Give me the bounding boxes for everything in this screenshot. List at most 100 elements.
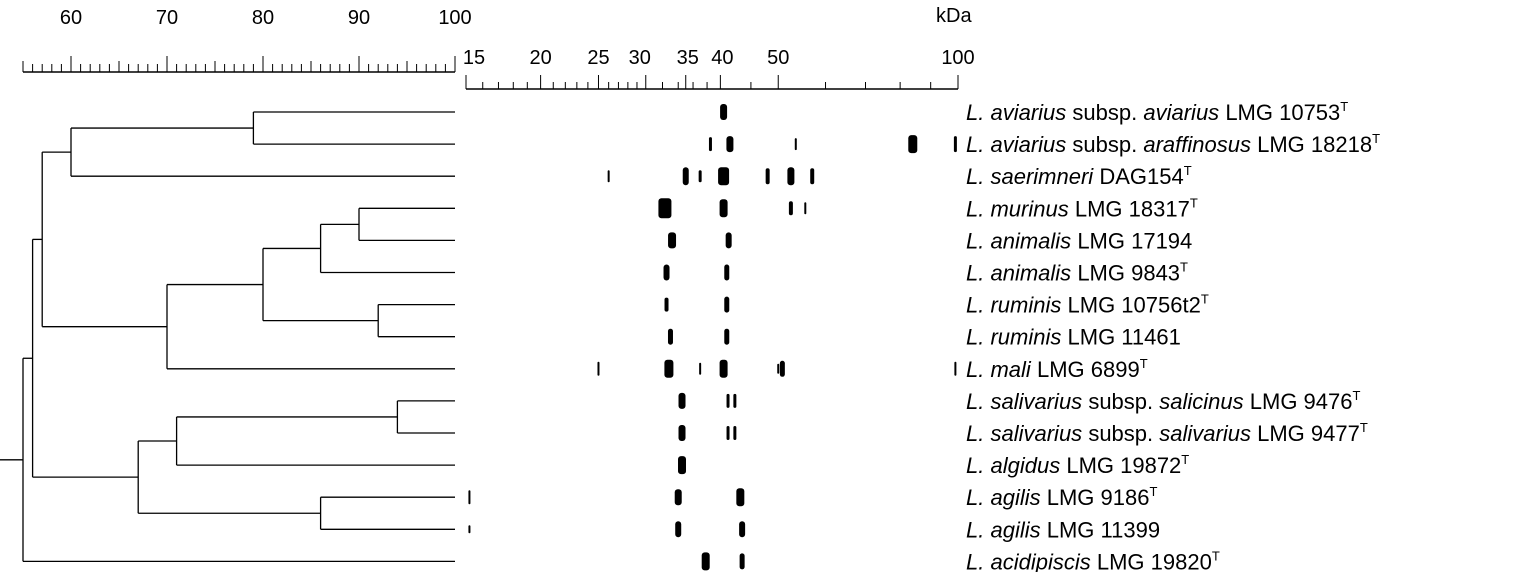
- strain-label-part: LMG 10753: [1225, 100, 1340, 125]
- protein-band: [597, 361, 600, 376]
- protein-band: [953, 136, 957, 153]
- strain-label-part: T: [1180, 260, 1188, 275]
- strain-label-part: LMG 9843: [1077, 261, 1180, 286]
- strain-label-part: T: [1372, 131, 1380, 146]
- strain-label-part: T: [1149, 484, 1157, 499]
- protein-band: [726, 393, 730, 408]
- strain-label-part: DAG154: [1099, 164, 1183, 189]
- protein-band: [719, 359, 728, 378]
- strain-label-part: subsp.: [1088, 421, 1153, 446]
- strain-label-part: L.: [966, 228, 984, 253]
- strain-label: L. salivarius subsp. salicinus LMG 9476T: [966, 388, 1361, 414]
- strain-label-part: L.: [966, 325, 984, 350]
- protein-band: [699, 362, 702, 375]
- strain-label-part: murinus: [990, 196, 1068, 221]
- similarity-tick-label: 90: [348, 7, 370, 29]
- strain-label-part: LMG 11399: [1047, 517, 1160, 542]
- similarity-tick-label: 60: [60, 7, 82, 29]
- strain-label: L. algidus LMG 19872T: [966, 452, 1189, 478]
- protein-band: [658, 198, 672, 219]
- strain-label-part: salivarius: [990, 421, 1082, 446]
- strain-label-part: salivarius: [990, 389, 1082, 414]
- protein-band: [668, 232, 677, 249]
- protein-band: [788, 201, 793, 216]
- protein-band: [765, 168, 770, 185]
- strain-label-part: LMG 9186: [1047, 485, 1150, 510]
- strain-label-part: agilis: [990, 485, 1040, 510]
- protein-band: [779, 360, 785, 377]
- strain-label-part: LMG 9476: [1250, 389, 1353, 414]
- protein-band: [724, 328, 730, 345]
- protein-band: [954, 361, 957, 376]
- strain-label-part: L.: [966, 132, 984, 157]
- mass-tick-label: 25: [587, 47, 609, 69]
- protein-band-patterns: [468, 104, 957, 571]
- protein-band: [698, 170, 702, 183]
- strain-label: L. murinus LMG 18317T: [966, 195, 1198, 221]
- protein-band: [701, 552, 710, 571]
- strain-label-part: L.: [966, 549, 984, 572]
- strain-label-part: LMG 18317: [1075, 196, 1190, 221]
- strain-label-part: T: [1212, 548, 1220, 563]
- strain-label-part: subsp.: [1088, 389, 1153, 414]
- protein-band: [724, 296, 730, 313]
- protein-band: [724, 264, 730, 281]
- protein-band: [777, 363, 780, 374]
- protein-band: [720, 104, 728, 120]
- protein-band: [663, 264, 670, 281]
- strain-label-part: mali: [990, 357, 1031, 382]
- strain-label-part: saerimneri: [990, 164, 1094, 189]
- strain-label-part: T: [1190, 195, 1198, 210]
- protein-band: [667, 328, 673, 345]
- strain-label-part: T: [1340, 99, 1348, 114]
- protein-band: [794, 138, 797, 151]
- strain-label-part: animalis: [990, 261, 1071, 286]
- strain-label-part: agilis: [990, 517, 1040, 542]
- strain-label: L. agilis LMG 11399: [966, 517, 1160, 542]
- similarity-scale-axis: 60 70 80 90 100: [22, 7, 472, 73]
- strain-label-part: LMG 19872: [1066, 453, 1181, 478]
- strain-label: L. salivarius subsp. salivarius LMG 9477…: [966, 420, 1368, 446]
- protein-band: [908, 135, 918, 154]
- strain-label-part: salicinus: [1159, 389, 1243, 414]
- mass-tick-label: 100: [941, 47, 974, 69]
- protein-band: [664, 297, 669, 312]
- strain-label-part: aviarius: [1143, 100, 1219, 125]
- strain-label-part: araffinosus: [1143, 132, 1251, 157]
- dendrogram-tree: [0, 111, 455, 563]
- mass-tick-label: 20: [529, 47, 551, 69]
- similarity-tick-label: 70: [156, 7, 178, 29]
- strain-label: L. aviarius subsp. araffinosus LMG 18218…: [966, 131, 1380, 157]
- strain-label-part: T: [1140, 356, 1148, 371]
- protein-band: [708, 137, 712, 152]
- protein-band: [739, 553, 745, 570]
- protein-band: [787, 167, 795, 186]
- protein-band: [682, 167, 689, 186]
- protein-band: [718, 167, 730, 186]
- similarity-tick-label: 80: [252, 7, 274, 29]
- protein-band: [804, 202, 807, 215]
- protein-band: [678, 425, 686, 441]
- mass-tick-label: 50: [767, 47, 789, 69]
- protein-band: [736, 488, 745, 507]
- strain-label-part: LMG 10756t2: [1068, 293, 1201, 318]
- strain-label-part: LMG 17194: [1077, 228, 1192, 253]
- protein-band: [810, 168, 815, 185]
- protein-band: [726, 136, 734, 153]
- strain-label-part: L.: [966, 357, 984, 382]
- strain-label-part: animalis: [990, 228, 1071, 253]
- strain-label-part: subsp.: [1072, 132, 1137, 157]
- strain-labels: L. aviarius subsp. aviarius LMG 10753TL.…: [966, 99, 1380, 572]
- molecular-mass-axis: 15 20 25 30 35 40 50 100 kDa: [463, 5, 975, 90]
- mass-tick-label: 35: [677, 47, 699, 69]
- protein-band: [664, 359, 674, 378]
- mass-tick-label: 30: [629, 47, 651, 69]
- protein-band: [468, 490, 471, 505]
- strain-label-part: T: [1360, 420, 1368, 435]
- strain-label-part: T: [1181, 452, 1189, 467]
- strain-label-part: ruminis: [990, 325, 1061, 350]
- strain-label-part: aviarius: [990, 100, 1066, 125]
- strain-label: L. mali LMG 6899T: [966, 356, 1148, 382]
- strain-label: L. agilis LMG 9186T: [966, 484, 1157, 510]
